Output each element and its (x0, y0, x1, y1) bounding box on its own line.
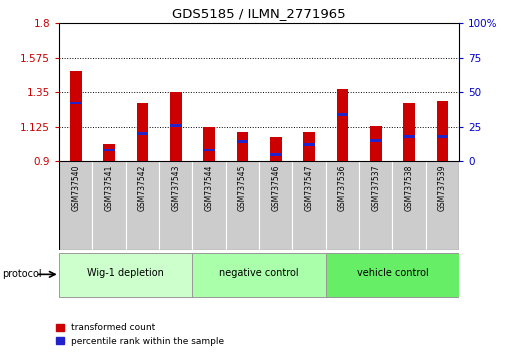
Bar (270, 153, 282, 155)
Bar (136, 132, 148, 135)
Bar (303, 143, 315, 146)
Bar (70, 70, 82, 161)
Bar (236, 132, 248, 161)
Bar (170, 124, 182, 126)
Bar (203, 149, 215, 152)
Bar (403, 135, 415, 138)
Text: GSM737542: GSM737542 (138, 165, 147, 211)
Bar (326, 253, 459, 297)
Legend: transformed count, percentile rank within the sample: transformed count, percentile rank withi… (56, 324, 224, 346)
Text: GSM737544: GSM737544 (205, 165, 213, 211)
Bar (337, 113, 348, 115)
Bar (359, 161, 392, 250)
Bar (337, 89, 348, 161)
Text: GSM737537: GSM737537 (371, 165, 380, 211)
Text: GSM737539: GSM737539 (438, 165, 447, 211)
Bar (236, 140, 248, 143)
Bar (370, 139, 382, 142)
Bar (292, 161, 326, 250)
Text: negative control: negative control (219, 268, 299, 278)
Bar (426, 161, 459, 250)
Text: GSM737538: GSM737538 (405, 165, 413, 211)
Bar (170, 92, 182, 161)
Bar (59, 161, 92, 250)
Bar (126, 161, 159, 250)
Bar (192, 161, 226, 250)
Bar (92, 161, 126, 250)
Text: Wig-1 depletion: Wig-1 depletion (87, 268, 164, 278)
Bar (259, 161, 292, 250)
Bar (437, 101, 448, 161)
Text: GSM737541: GSM737541 (105, 165, 113, 211)
Bar (370, 126, 382, 161)
Title: GDS5185 / ILMN_2771965: GDS5185 / ILMN_2771965 (172, 7, 346, 21)
Bar (103, 144, 115, 161)
Bar (136, 103, 148, 161)
Bar (392, 161, 426, 250)
Bar (203, 127, 215, 161)
Bar (437, 135, 448, 138)
Text: GSM737547: GSM737547 (305, 165, 313, 211)
Text: GSM737540: GSM737540 (71, 165, 80, 211)
Bar (403, 103, 415, 161)
Bar (159, 161, 192, 250)
Text: GSM737546: GSM737546 (271, 165, 280, 211)
Bar (192, 253, 326, 297)
Bar (303, 132, 315, 161)
Bar (226, 161, 259, 250)
Bar (270, 137, 282, 161)
Text: GSM737536: GSM737536 (338, 165, 347, 211)
Text: protocol: protocol (3, 269, 42, 279)
Text: vehicle control: vehicle control (357, 268, 428, 278)
Bar (326, 161, 359, 250)
Bar (59, 253, 192, 297)
Text: GSM737543: GSM737543 (171, 165, 180, 211)
Bar (70, 102, 82, 104)
Bar (103, 149, 115, 152)
Text: GSM737545: GSM737545 (238, 165, 247, 211)
